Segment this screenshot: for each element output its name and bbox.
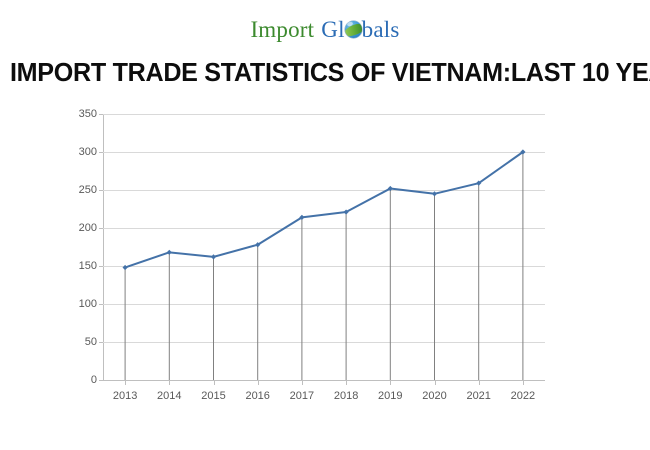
brand-logo: Import Gl bals bbox=[250, 18, 399, 41]
x-tick-label: 2021 bbox=[466, 390, 491, 402]
globe-icon bbox=[344, 20, 362, 38]
y-tick-label: 250 bbox=[78, 184, 97, 196]
brand-word-globals-prefix: Gl bbox=[321, 16, 345, 42]
x-tick-label: 2020 bbox=[422, 390, 447, 402]
x-tick-label: 2017 bbox=[289, 390, 315, 402]
x-axis-tick-labels: 2013 2014 2015 2016 2017 2018 2019 2020 2021 2022 bbox=[103, 390, 545, 406]
series-polyline bbox=[124, 151, 524, 269]
line-chart: 0 50 100 150 200 250 300 350 2013 2014 2015 2016 20… bbox=[0, 96, 650, 426]
y-tick-label: 100 bbox=[78, 298, 97, 310]
gridline bbox=[103, 190, 545, 191]
y-tick-mark bbox=[99, 342, 103, 343]
x-tick-mark bbox=[257, 380, 259, 385]
data-point-marker bbox=[210, 254, 217, 260]
gridline bbox=[103, 228, 545, 229]
x-tick-label: 2018 bbox=[333, 390, 359, 402]
y-tick-label: 200 bbox=[78, 222, 97, 234]
y-tick-label: 50 bbox=[84, 336, 97, 348]
data-point-marker bbox=[520, 149, 526, 155]
x-tick-label: 2014 bbox=[157, 390, 182, 402]
y-tick-mark bbox=[99, 114, 103, 115]
y-tick-mark bbox=[99, 228, 103, 229]
x-tick-label: 2016 bbox=[245, 390, 270, 402]
y-tick-mark bbox=[99, 304, 103, 305]
data-point-marker bbox=[166, 249, 172, 255]
x-tick-mark bbox=[213, 380, 215, 385]
gridline bbox=[103, 380, 545, 381]
data-point-marker bbox=[122, 264, 128, 271]
brand-word-import: Import bbox=[250, 16, 315, 42]
x-tick-mark bbox=[478, 380, 480, 385]
data-point-marker bbox=[387, 185, 393, 192]
x-tick-mark bbox=[390, 380, 392, 385]
brand-word-globals-suffix: bals bbox=[361, 16, 400, 42]
y-tick-mark bbox=[99, 152, 103, 153]
gridline bbox=[103, 114, 545, 115]
x-tick-mark bbox=[522, 380, 524, 385]
data-series-line bbox=[122, 149, 526, 271]
y-tick-label: 150 bbox=[78, 260, 97, 272]
y-tick-mark bbox=[99, 266, 103, 267]
gridline bbox=[103, 152, 545, 153]
drop-lines bbox=[124, 152, 524, 380]
gridline bbox=[103, 342, 545, 343]
chart-title: IMPORT TRADE STATISTICS OF VIETNAM:LAST … bbox=[10, 59, 650, 87]
data-point-marker bbox=[476, 180, 482, 186]
x-tick-label: 2022 bbox=[510, 390, 536, 402]
plot-area bbox=[99, 114, 545, 385]
y-tick-mark bbox=[99, 190, 103, 191]
brand-logo-bar: Import Gl bals bbox=[0, 12, 650, 46]
y-tick-label: 300 bbox=[78, 146, 97, 158]
y-tick-mark bbox=[99, 380, 103, 381]
gridline bbox=[103, 266, 545, 267]
x-tick-mark bbox=[346, 380, 348, 385]
x-tick-mark bbox=[125, 380, 127, 385]
y-axis-line bbox=[103, 114, 104, 380]
x-tick-label: 2019 bbox=[378, 390, 403, 402]
x-tick-label: 2015 bbox=[201, 390, 226, 402]
x-tick-label: 2013 bbox=[112, 390, 138, 402]
y-tick-label: 0 bbox=[90, 374, 97, 386]
data-point-marker bbox=[255, 242, 261, 248]
y-axis-tick-labels: 0 50 100 150 200 250 300 350 bbox=[55, 108, 97, 386]
data-point-marker bbox=[431, 191, 438, 197]
gridline bbox=[103, 304, 545, 305]
x-tick-mark bbox=[301, 380, 303, 385]
y-tick-label: 350 bbox=[78, 108, 97, 120]
x-tick-mark bbox=[169, 380, 171, 385]
x-tick-mark bbox=[434, 380, 436, 385]
